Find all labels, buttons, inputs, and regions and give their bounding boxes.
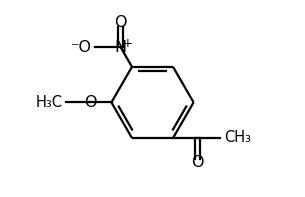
Text: O: O xyxy=(114,15,127,30)
Text: O: O xyxy=(84,95,96,110)
Text: ⁻O: ⁻O xyxy=(71,40,92,55)
Text: O: O xyxy=(192,155,204,170)
Text: +: + xyxy=(123,37,133,50)
Text: CH₃: CH₃ xyxy=(224,130,251,145)
Text: N: N xyxy=(115,40,127,55)
Text: H₃C: H₃C xyxy=(36,95,63,110)
